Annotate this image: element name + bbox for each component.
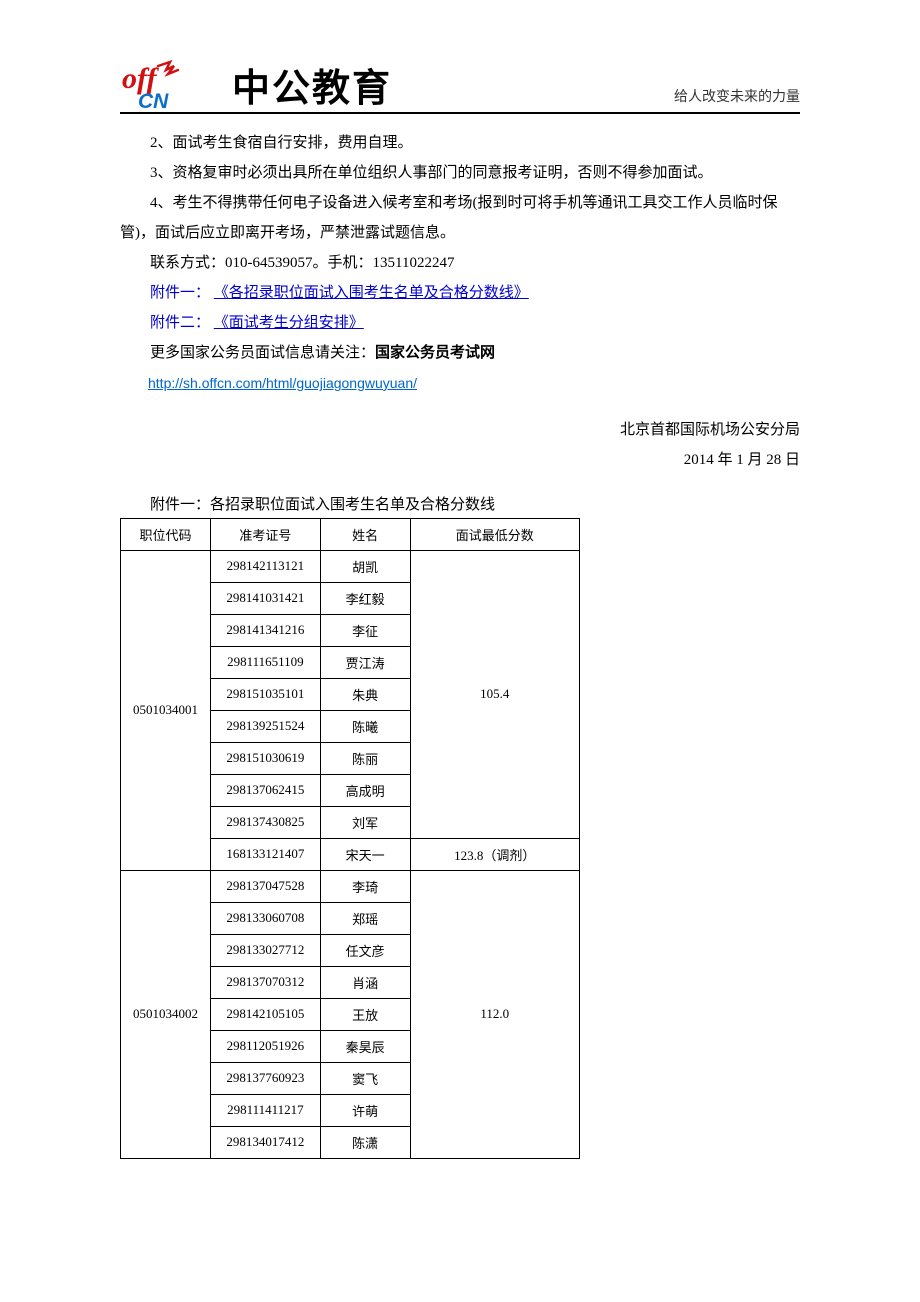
cell-position-code: 0501034002 (121, 870, 211, 1158)
cell-exam-number: 298111651109 (210, 646, 320, 678)
cell-exam-number: 298141341216 (210, 614, 320, 646)
attachment-2-label: 附件二： (150, 315, 210, 331)
cell-candidate-name: 李红毅 (320, 582, 410, 614)
table-row: 0501034001298142113121胡凯105.4 (121, 550, 580, 582)
cell-exam-number: 168133121407 (210, 838, 320, 870)
cell-position-code: 0501034001 (121, 550, 211, 870)
cell-exam-number: 298142113121 (210, 550, 320, 582)
cell-candidate-name: 任文彦 (320, 934, 410, 966)
body-content: 2、面试考生食宿自行安排，费用自理。 3、资格复审时必须出具所在单位组织人事部门… (120, 128, 800, 397)
attachment-2: 附件二： 《面试考生分组安排》 (120, 308, 800, 338)
table-title: 附件一：各招录职位面试入围考生名单及合格分数线 (120, 493, 800, 514)
contact-line: 联系方式：010-64539057。手机：13511022247 (120, 248, 800, 278)
cell-exam-number: 298139251524 (210, 710, 320, 742)
cell-candidate-name: 宋天一 (320, 838, 410, 870)
cell-exam-number: 298142105105 (210, 998, 320, 1030)
cell-exam-number: 298151035101 (210, 678, 320, 710)
cell-candidate-name: 秦昊辰 (320, 1030, 410, 1062)
cell-candidate-name: 陈曦 (320, 710, 410, 742)
cell-exam-number: 298133027712 (210, 934, 320, 966)
cell-candidate-name: 陈丽 (320, 742, 410, 774)
cell-exam-number: 298134017412 (210, 1126, 320, 1158)
more-site-name: 国家公务员考试网 (375, 345, 495, 361)
cell-exam-number: 298137430825 (210, 806, 320, 838)
cell-exam-number: 298137760923 (210, 1062, 320, 1094)
col-header-code: 职位代码 (121, 518, 211, 550)
paragraph-3: 3、资格复审时必须出具所在单位组织人事部门的同意报考证明，否则不得参加面试。 (120, 158, 800, 188)
cell-min-score: 123.8（调剂） (410, 838, 579, 870)
cell-exam-number: 298137070312 (210, 966, 320, 998)
cell-exam-number: 298137047528 (210, 870, 320, 902)
cell-candidate-name: 王放 (320, 998, 410, 1030)
table-row: 0501034002298137047528李琦112.0 (121, 870, 580, 902)
cell-candidate-name: 李琦 (320, 870, 410, 902)
col-header-name: 姓名 (320, 518, 410, 550)
brand-name: 中公教育 (232, 70, 392, 110)
cell-candidate-name: 胡凯 (320, 550, 410, 582)
cell-candidate-name: 高成明 (320, 774, 410, 806)
more-prefix: 更多国家公务员面试信息请关注： (150, 345, 375, 361)
table-header-row: 职位代码 准考证号 姓名 面试最低分数 (121, 518, 580, 550)
sign-off-org: 北京首都国际机场公安分局 (120, 415, 800, 445)
external-url-link[interactable]: http://sh.offcn.com/html/guojiagongwuyua… (120, 370, 800, 397)
col-header-exam: 准考证号 (210, 518, 320, 550)
cell-candidate-name: 朱典 (320, 678, 410, 710)
cell-candidate-name: 郑瑶 (320, 902, 410, 934)
cell-candidate-name: 陈潇 (320, 1126, 410, 1158)
svg-text:CN: CN (138, 90, 169, 110)
cell-min-score: 105.4 (410, 550, 579, 838)
cell-candidate-name: 肖涵 (320, 966, 410, 998)
cell-candidate-name: 刘军 (320, 806, 410, 838)
paragraph-4: 4、考生不得携带任何电子设备进入候考室和考场(报到时可将手机等通讯工具交工作人员… (120, 188, 800, 248)
paragraph-2: 2、面试考生食宿自行安排，费用自理。 (120, 128, 800, 158)
cell-candidate-name: 许萌 (320, 1094, 410, 1126)
cell-candidate-name: 李征 (320, 614, 410, 646)
attachment-1-link[interactable]: 《各招录职位面试入围考生名单及合格分数线》 (214, 285, 529, 301)
page-header: off CN 中公教育 给人改变未来的力量 (120, 60, 800, 114)
cell-exam-number: 298137062415 (210, 774, 320, 806)
more-info-line: 更多国家公务员面试信息请关注：国家公务员考试网 (120, 338, 800, 368)
cell-exam-number: 298151030619 (210, 742, 320, 774)
candidates-table: 职位代码 准考证号 姓名 面试最低分数 05010340012981421131… (120, 518, 580, 1159)
cell-candidate-name: 贾江涛 (320, 646, 410, 678)
attachment-2-link[interactable]: 《面试考生分组安排》 (214, 315, 364, 331)
sign-off-date: 2014 年 1 月 28 日 (120, 445, 800, 475)
attachment-1-label: 附件一： (150, 285, 210, 301)
cell-exam-number: 298111411217 (210, 1094, 320, 1126)
sign-off: 北京首都国际机场公安分局 2014 年 1 月 28 日 (120, 415, 800, 475)
cell-candidate-name: 窦飞 (320, 1062, 410, 1094)
col-header-score: 面试最低分数 (410, 518, 579, 550)
cell-min-score: 112.0 (410, 870, 579, 1158)
cell-exam-number: 298141031421 (210, 582, 320, 614)
cell-exam-number: 298112051926 (210, 1030, 320, 1062)
cell-exam-number: 298133060708 (210, 902, 320, 934)
logo-area: off CN 中公教育 (120, 60, 392, 110)
header-slogan: 给人改变未来的力量 (674, 86, 800, 110)
attachment-1: 附件一： 《各招录职位面试入围考生名单及合格分数线》 (120, 278, 800, 308)
logo-icon: off CN (120, 60, 230, 110)
